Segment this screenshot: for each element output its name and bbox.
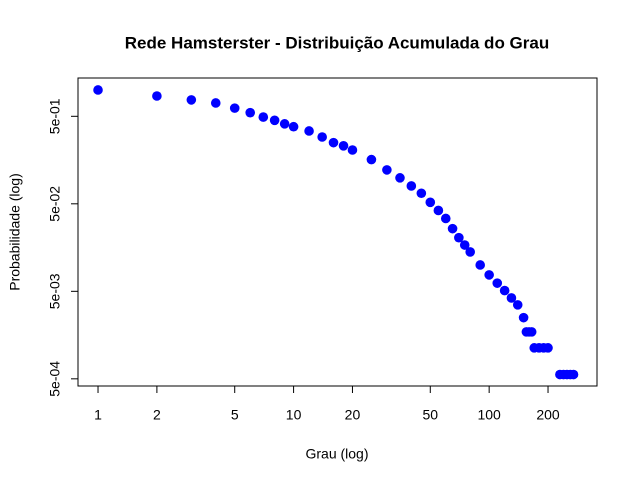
y-axis-label: Probabilidade (log): [7, 173, 23, 291]
point: [499, 285, 510, 296]
point: [328, 137, 339, 148]
point: [543, 343, 553, 353]
point: [506, 293, 517, 303]
point: [210, 98, 221, 108]
x-tick-label: 10: [286, 407, 302, 423]
point: [492, 278, 503, 288]
point: [288, 121, 299, 132]
point: [454, 232, 464, 243]
x-tick-label: 2: [153, 407, 161, 423]
point: [475, 260, 486, 270]
x-tick-label: 200: [536, 407, 560, 423]
point: [382, 165, 392, 175]
point: [425, 197, 436, 208]
point: [484, 270, 494, 280]
point: [366, 154, 377, 165]
point: [406, 181, 417, 191]
point: [258, 112, 269, 122]
point: [152, 91, 162, 101]
point: [338, 141, 349, 151]
x-tick-label: 100: [477, 407, 501, 423]
y-tick-label: 5e-01: [47, 98, 63, 134]
point: [459, 240, 470, 250]
y-tick-label: 5e-02: [47, 186, 63, 222]
point: [245, 107, 256, 118]
x-tick-label: 20: [345, 407, 361, 423]
plot-frame: [77, 77, 598, 387]
y-tick-label: 5e-04: [47, 361, 63, 397]
point: [447, 223, 458, 234]
point: [347, 145, 358, 155]
point: [440, 213, 451, 224]
point: [317, 132, 327, 142]
point: [269, 115, 280, 126]
point: [518, 312, 529, 323]
point: [395, 173, 405, 183]
point: [186, 95, 197, 105]
point: [93, 85, 103, 95]
point: [279, 119, 290, 129]
x-tick-label: 1: [94, 407, 102, 423]
point: [229, 103, 240, 113]
chart-title: Rede Hamsterster - Distribuição Acumulad…: [125, 33, 549, 52]
point: [416, 188, 427, 199]
point: [465, 247, 476, 257]
x-axis-label: Grau (log): [305, 446, 368, 462]
point: [526, 327, 537, 337]
point: [568, 369, 579, 380]
point: [304, 126, 314, 136]
point: [512, 300, 523, 310]
x-tick-label: 5: [231, 407, 239, 423]
point: [433, 205, 444, 216]
y-tick-label: 5e-03: [47, 273, 63, 309]
x-tick-label: 50: [422, 407, 438, 423]
